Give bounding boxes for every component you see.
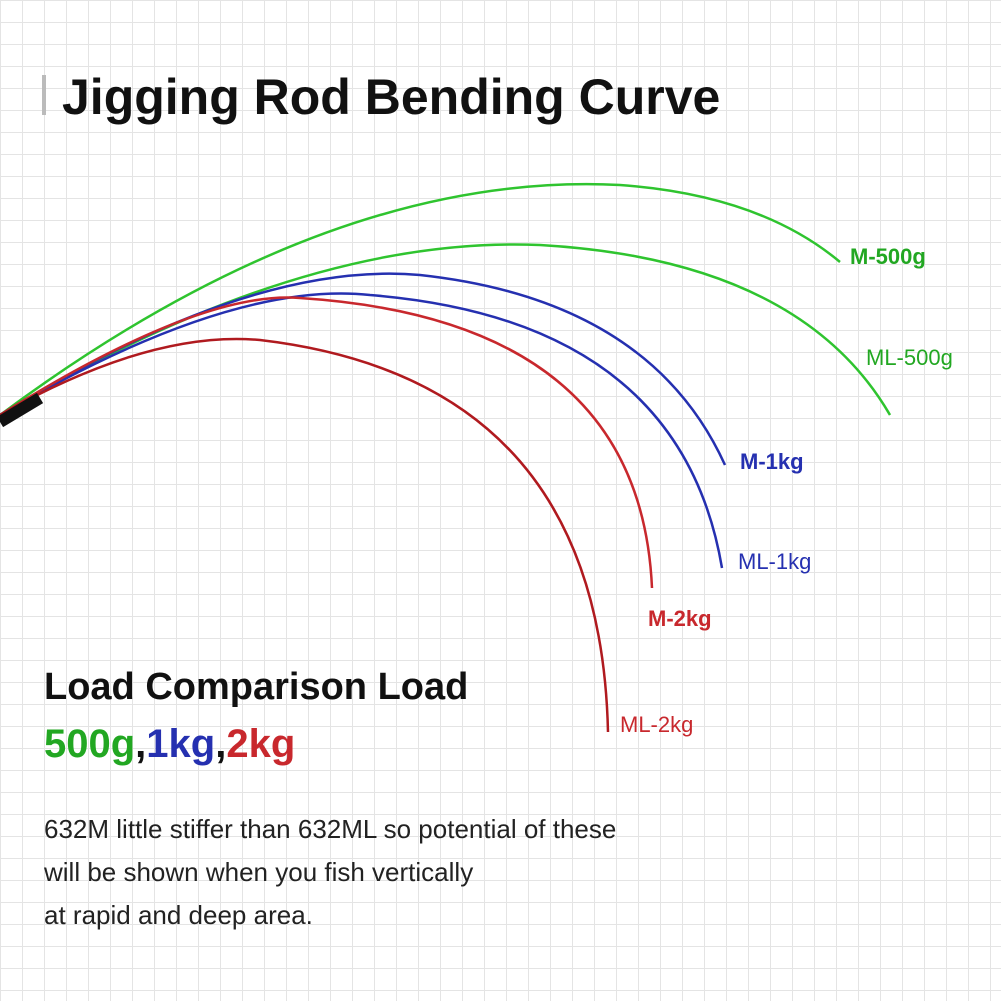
curve-label: ML-500g [866,345,953,370]
curve [0,182,841,417]
curve [0,337,610,733]
curve [0,296,654,589]
curve-label: M-2kg [648,606,712,631]
weight: 1kg [146,722,216,766]
curve-label: ML-2kg [620,712,694,737]
load-weights: 500g,1kg,2kg [44,722,295,767]
separator: , [135,722,147,766]
curve [0,272,727,466]
curve [0,243,892,417]
curve-label: ML-1kg [738,549,812,574]
rod-butt [0,392,44,428]
description-line: will be shown when you fish vertically [44,857,474,887]
separator: , [215,722,227,766]
curve-label: M-1kg [740,449,804,474]
title: Jigging Rod Bending Curve [62,69,721,125]
weight: 2kg [226,722,296,766]
curve-label: M-500g [850,244,926,269]
curve [0,292,724,569]
weight: 500g [44,722,136,766]
description-line: at rapid and deep area. [44,900,313,930]
load-heading: Load Comparison Load [44,666,469,708]
description-line: 632M little stiffer than 632ML so potent… [44,814,617,844]
title-bar [42,75,46,115]
rod-curves [0,182,892,733]
